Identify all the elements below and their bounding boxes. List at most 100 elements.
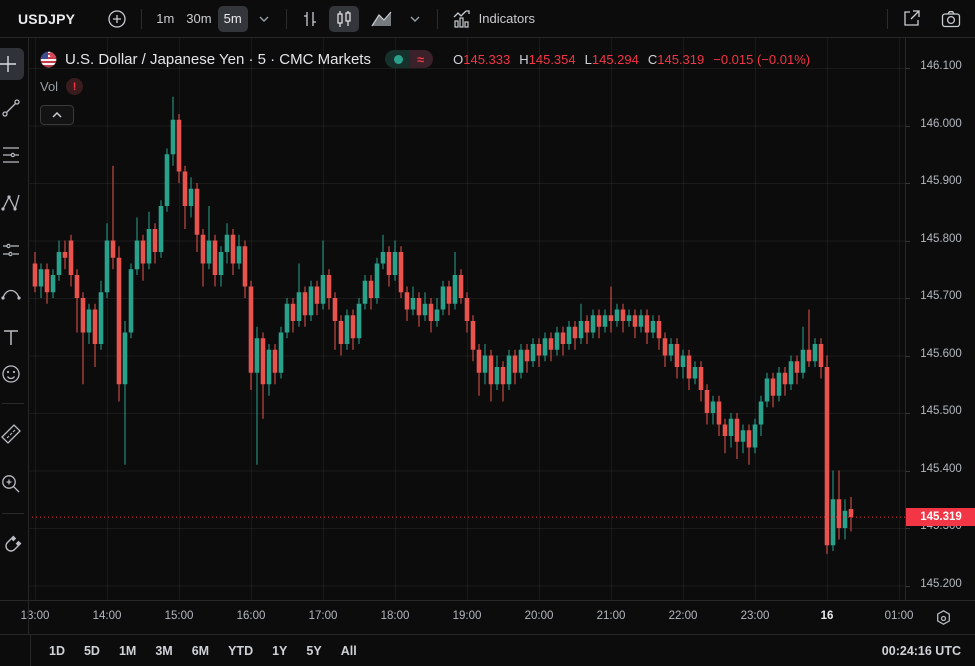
chart-type-menu-button[interactable]: [401, 6, 429, 32]
tool-emoji-button[interactable]: [0, 359, 27, 389]
high-key: H: [519, 51, 529, 67]
price-axis-tick: [906, 413, 910, 414]
tool-trend-line-button[interactable]: [0, 93, 27, 123]
candles-chart-type-button[interactable]: [328, 5, 359, 32]
bars-chart-type-button[interactable]: [295, 6, 325, 32]
tool-fib-retracement-button[interactable]: [0, 140, 27, 170]
market-status-pill[interactable]: ≈: [384, 50, 434, 68]
indicators-button[interactable]: Indicators: [446, 6, 541, 32]
close-key: C: [647, 51, 658, 67]
axis-settings-button[interactable]: [934, 609, 953, 633]
toolbar-right-group: [879, 6, 967, 32]
toolbar-divider: [887, 8, 888, 29]
tool-xabcd-pattern-button[interactable]: [0, 188, 27, 218]
drawing-tools-sidebar: [0, 38, 28, 600]
range-button-1y[interactable]: 1Y: [272, 643, 288, 658]
legend-collapse-button[interactable]: [40, 105, 74, 125]
time-axis[interactable]: 13:00 14:00 15:00 16:00 17:00 18:00 19:00 20:00…: [0, 600, 975, 634]
price-axis-tick: [906, 528, 910, 529]
xabcd-pattern-icon: [1, 194, 20, 211]
interval-chevron-icon: [259, 16, 269, 22]
open-in-new-window-icon: [904, 10, 920, 26]
time-axis-label: 15:00: [164, 610, 194, 622]
chevron-up-icon: [52, 112, 62, 118]
price-axis-tick: [906, 355, 910, 357]
price-axis-tick: [906, 183, 910, 184]
open-in-new-window-button[interactable]: [896, 6, 927, 32]
range-button-5y[interactable]: 5Y: [306, 643, 322, 658]
range-button-5d[interactable]: 5D: [83, 643, 100, 658]
delayed-data-segment: ≈: [409, 50, 434, 68]
volume-study-label[interactable]: Vol: [40, 79, 59, 94]
candlestick-canvas[interactable]: [28, 38, 905, 600]
range-button-3m[interactable]: 3M: [155, 643, 173, 658]
tool-ruler-button[interactable]: [0, 419, 27, 449]
tool-zoom-in-button[interactable]: [0, 469, 27, 499]
price-axis-label: 145.800: [920, 232, 962, 245]
tool-forecast-button[interactable]: [0, 234, 27, 264]
indicators-label: Indicators: [478, 11, 536, 26]
tool-text-button[interactable]: [0, 323, 27, 353]
clock-utc[interactable]: 00:24:16 UTC: [881, 643, 961, 658]
bottom-bar: 1D 5D 1M 3M 6M YTD 1Y 5Y All 00:24:16 UTC: [0, 634, 975, 666]
arc-brush-icon: [1, 289, 21, 300]
time-axis-label: 21:00: [596, 610, 626, 622]
bottom-bar-divider: [30, 634, 31, 666]
price-axis-tick: [906, 68, 910, 69]
interval-5m-button[interactable]: 5m: [217, 5, 248, 32]
connected-dot-icon: [393, 54, 403, 64]
price-axis-label: 145.900: [920, 175, 962, 187]
time-axis-label: 20:00: [524, 610, 554, 622]
symbol-button[interactable]: USDJPY: [18, 10, 76, 27]
camera-snapshot-button[interactable]: [935, 6, 967, 32]
price-axis-tick: [906, 585, 910, 587]
price-axis-label: 145.200: [920, 577, 962, 590]
trend-line-icon: [2, 99, 20, 117]
last-price-tag: 145.319: [906, 508, 975, 527]
area-chart-type-icon: [371, 11, 392, 26]
compare-add-button[interactable]: [101, 6, 133, 32]
low-key: L: [584, 51, 592, 67]
time-axis-label: 16: [820, 610, 834, 622]
bars-chart-type-icon: [303, 11, 316, 26]
connected-status-segment: [384, 50, 410, 68]
price-axis-label: 145.600: [920, 347, 962, 360]
price-axis[interactable]: 146.100 146.000 145.900 145.800 145.700 145.6…: [905, 38, 975, 600]
range-button-1m[interactable]: 1M: [118, 643, 137, 658]
tool-crosshair-button[interactable]: [0, 48, 24, 80]
fib-retracement-icon: [3, 147, 19, 163]
chart-title[interactable]: U.S. Dollar / Japanese Yen · 5 · CMC Mar…: [65, 50, 371, 68]
toolbar-divider: [285, 8, 287, 29]
area-chart-type-button[interactable]: [365, 6, 399, 32]
gear-icon: [937, 610, 950, 625]
top-toolbar: USDJPY 1m 30m 5m Indicators: [0, 0, 975, 38]
time-axis-label: 13:00: [20, 610, 50, 622]
tool-magnet-button[interactable]: [0, 531, 27, 561]
chart-pane[interactable]: U.S. Dollar / Japanese Yen · 5 · CMC Mar…: [28, 38, 905, 600]
toolbar-divider: [141, 8, 143, 29]
price-axis-label: 145.700: [920, 290, 962, 302]
range-button-ytd[interactable]: YTD: [228, 643, 254, 658]
range-button-1d[interactable]: 1D: [49, 643, 65, 658]
interval-menu-button[interactable]: [250, 6, 278, 32]
price-axis-tick: [906, 298, 910, 299]
time-axis-label: 17:00: [308, 610, 338, 622]
range-button-all[interactable]: All: [340, 643, 357, 658]
chart-legend: U.S. Dollar / Japanese Yen · 5 · CMC Mar…: [40, 50, 810, 125]
price-axis-tick: [906, 125, 910, 127]
volume-warning-icon[interactable]: !: [66, 78, 84, 95]
toolbar-divider: [436, 8, 438, 29]
range-button-6m[interactable]: 6M: [191, 643, 210, 658]
date-range-switcher: 1D 5D 1M 3M 6M YTD 1Y 5Y All: [49, 644, 357, 658]
interval-1m-button[interactable]: 1m: [156, 11, 175, 26]
price-axis-tick: [906, 470, 910, 472]
time-axis-label: 22:00: [668, 610, 698, 622]
low-value: 145.294: [591, 51, 639, 67]
delayed-data-icon: ≈: [416, 51, 425, 67]
time-axis-label: 14:00: [92, 610, 122, 622]
price-axis-tick: [906, 240, 910, 242]
interval-30m-button[interactable]: 30m: [186, 11, 212, 26]
tool-arc-brush-button[interactable]: [0, 278, 27, 308]
price-axis-label: 145.500: [920, 405, 962, 417]
price-axis-label: 145.400: [920, 462, 962, 475]
